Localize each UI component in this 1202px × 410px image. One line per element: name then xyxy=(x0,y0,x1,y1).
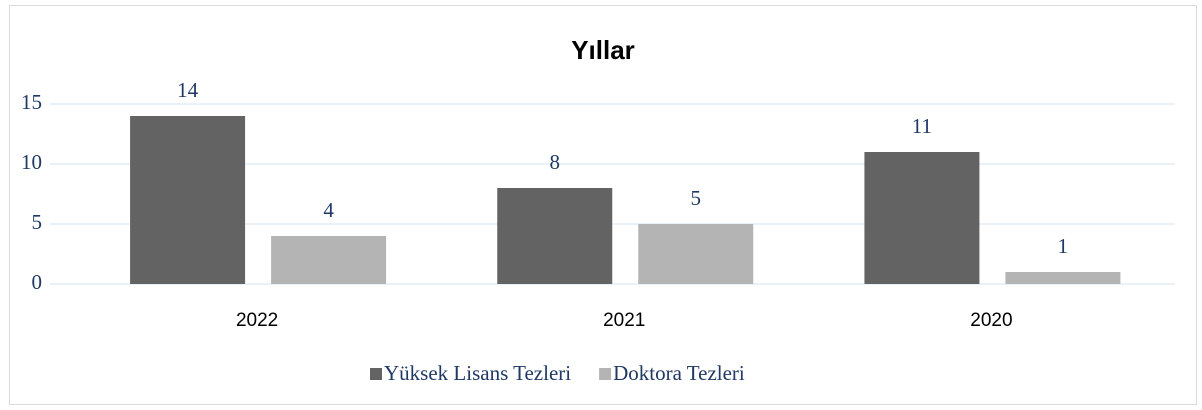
bar xyxy=(271,236,387,284)
y-tick-label: 5 xyxy=(32,210,43,234)
bar xyxy=(638,224,754,284)
legend-label: Doktora Tezleri xyxy=(613,361,745,385)
legend-marker xyxy=(370,368,382,380)
chart-title: Yıllar xyxy=(571,35,635,65)
data-label: 5 xyxy=(691,186,702,210)
legend-marker xyxy=(599,368,612,380)
y-tick-label: 10 xyxy=(21,150,42,174)
legend-label: Yüksek Lisans Tezleri xyxy=(384,361,571,385)
data-label: 1 xyxy=(1058,234,1069,258)
bar xyxy=(497,188,613,284)
bar xyxy=(130,116,246,284)
data-label: 14 xyxy=(177,78,199,102)
x-tick-label: 2022 xyxy=(236,310,278,331)
data-label: 11 xyxy=(912,114,932,138)
bar xyxy=(864,152,980,284)
y-tick-label: 15 xyxy=(21,90,42,114)
x-tick-label: 2021 xyxy=(603,310,645,331)
data-label: 4 xyxy=(323,198,334,222)
y-tick-label: 0 xyxy=(32,270,43,294)
bar xyxy=(1005,272,1121,284)
x-tick-label: 2020 xyxy=(970,310,1012,331)
data-label: 8 xyxy=(550,150,561,174)
